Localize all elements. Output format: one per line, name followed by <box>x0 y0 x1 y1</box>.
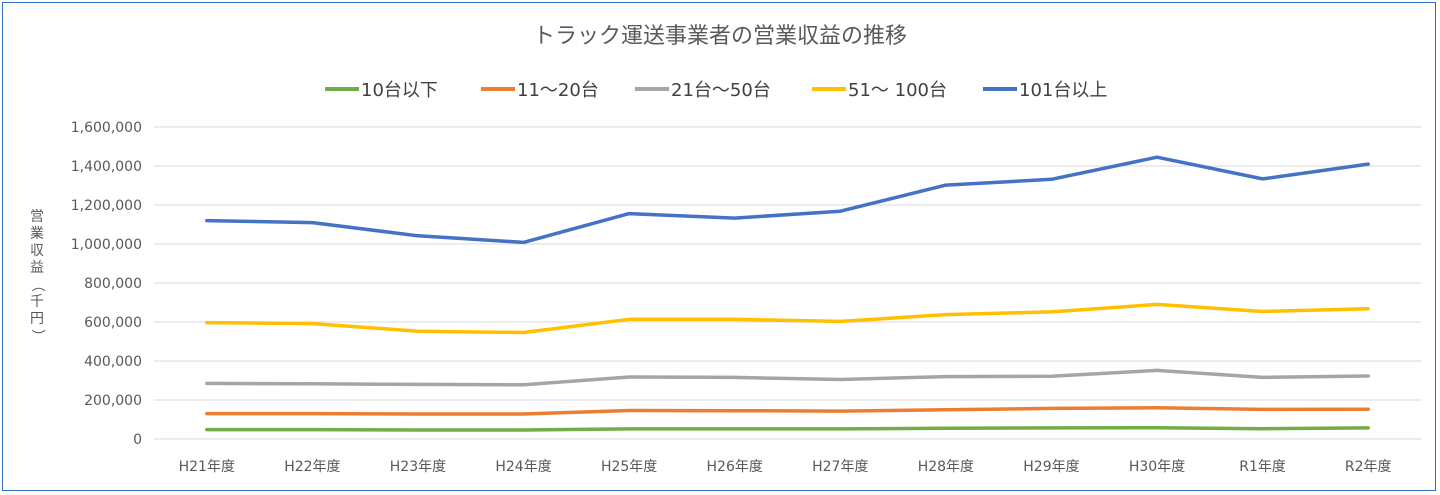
x-tick-label: H26年度 <box>707 459 763 475</box>
x-tick-label: H22年度 <box>284 459 340 475</box>
y-tick-label: 1,200,000 <box>71 198 142 214</box>
chart-title: トラック運送事業者の営業収益の推移 <box>533 24 907 49</box>
x-tick-label: H24年度 <box>495 459 551 475</box>
y-tick-label: 800,000 <box>84 276 142 292</box>
y-tick-label: 0 <box>133 432 142 448</box>
x-tick-label: R1年度 <box>1239 459 1286 475</box>
y-axis-label-char: 業 <box>30 226 44 242</box>
x-tick-label: H21年度 <box>179 459 235 475</box>
y-tick-label: 1,600,000 <box>71 120 142 136</box>
x-tick-label: H27年度 <box>812 459 868 475</box>
y-axis-label: 営業収益 （ 千円 ） <box>29 209 45 343</box>
series-lines <box>205 155 1370 432</box>
y-axis-label-char: 千 <box>30 294 44 310</box>
legend-label: 10台以下 <box>361 80 438 101</box>
series-line <box>205 155 1370 245</box>
legend-label: 11～20台 <box>517 80 599 101</box>
y-axis-label-char: 益 <box>30 260 44 276</box>
series-line <box>205 368 1370 387</box>
x-tick-label: H28年度 <box>918 459 974 475</box>
series-line <box>205 406 1370 416</box>
y-tick-label: 600,000 <box>84 315 142 331</box>
y-axis-label-char: 円 <box>30 311 44 327</box>
y-axis-label-char: （ <box>29 278 45 292</box>
y-axis-ticks: 0 200,000 400,000 600,000 800,000 1,000,000 1,… <box>71 120 142 448</box>
x-tick-label: H23年度 <box>390 459 446 475</box>
line-chart: トラック運送事業者の営業収益の推移 10台以下 11～20台 21台～50台 51～ … <box>29 24 1421 475</box>
y-axis-label-char: ） <box>29 329 45 343</box>
y-tick-label: 1,000,000 <box>71 237 142 253</box>
y-axis-label-char: 営 <box>30 209 44 225</box>
legend-label: 101台以上 <box>1019 80 1107 101</box>
series-line <box>205 302 1370 335</box>
y-tick-label: 400,000 <box>84 354 142 370</box>
y-axis-label-char: 収 <box>30 243 44 259</box>
legend-label: 21台～50台 <box>671 80 771 101</box>
y-tick-label: 1,400,000 <box>71 159 142 175</box>
legend-label: 51～ 100台 <box>848 80 947 101</box>
series-line <box>205 425 1370 432</box>
x-axis-ticks: H21年度 H22年度 H23年度 H24年度 H25年度 H26年度 H27年度 H28年度… <box>179 459 1392 475</box>
x-tick-label: R2年度 <box>1345 459 1392 475</box>
x-tick-label: H29年度 <box>1023 459 1079 475</box>
x-tick-label: H25年度 <box>601 459 657 475</box>
legend: 10台以下 11～20台 21台～50台 51～ 100台 101台以上 <box>325 80 1107 101</box>
gridlines <box>154 126 1421 440</box>
y-tick-label: 200,000 <box>84 393 142 409</box>
x-tick-label: H30年度 <box>1129 459 1185 475</box>
